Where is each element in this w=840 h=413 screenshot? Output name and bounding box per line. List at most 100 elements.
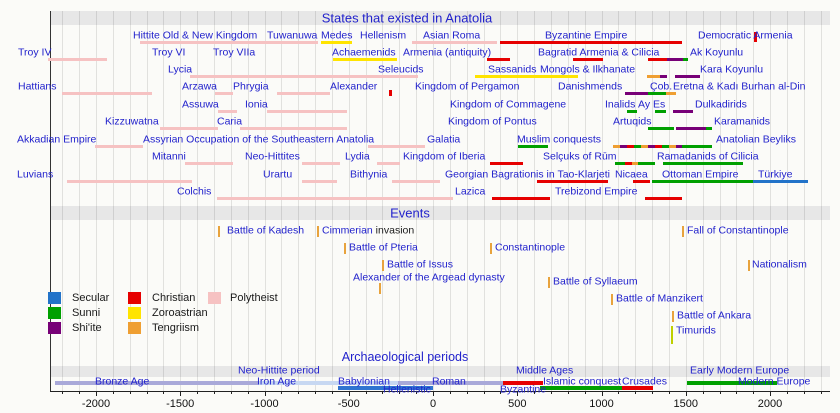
state-label[interactable]: Bagratid Armenia & Cilicia [538, 46, 660, 59]
axis-tick [382, 391, 384, 394]
period-label[interactable]: Early Modern Europe [690, 364, 790, 377]
state-label[interactable]: Hattians [18, 80, 57, 93]
period-label[interactable]: Neo-Hittite period [238, 364, 320, 377]
legend-swatch [48, 307, 61, 319]
state-label[interactable]: Troy VI [152, 46, 186, 59]
state-bar [333, 58, 397, 61]
axis-tick [197, 391, 199, 394]
axis-tick [146, 391, 148, 394]
gridline [433, 11, 434, 391]
state-label[interactable]: Ionia [245, 98, 268, 111]
event-label[interactable]: Constantinople [495, 241, 566, 254]
state-label[interactable]: Selçuks of Rūm [543, 150, 617, 163]
state-label[interactable]: Lycia [168, 63, 193, 76]
state-label[interactable]: Alexander [330, 80, 378, 93]
state-label[interactable]: Troy IV [18, 46, 52, 59]
event-label[interactable]: Nationalism [752, 258, 807, 271]
state-label[interactable]: Arzawa [182, 80, 218, 93]
state-label[interactable]: Medes [321, 29, 353, 42]
period-label[interactable]: Middle Ages [516, 364, 574, 377]
state-label[interactable]: Hittite Old & New Kingdom [133, 29, 258, 42]
state-label[interactable]: Lazica [455, 185, 486, 198]
state-label[interactable]: Kara Koyunlu [700, 63, 764, 76]
state-label[interactable]: Hellenism [360, 29, 407, 42]
event-label[interactable]: Battle of Issus [387, 258, 453, 271]
state-label[interactable]: Anatolian Beyliks [716, 133, 796, 146]
state-label[interactable]: Artuqids [613, 115, 652, 128]
event-label[interactable]: Timurids [676, 324, 716, 337]
state-label[interactable]: Assuwa [182, 98, 219, 111]
gridline [685, 11, 687, 391]
state-label[interactable]: Sassanids [488, 63, 537, 76]
state-label[interactable]: Nicaea [615, 168, 648, 181]
state-label[interactable]: Georgian Bagrationis in Tao-Klarjeti [445, 168, 610, 181]
state-label[interactable]: Assyrian Occupation of the Southeastern … [143, 133, 375, 146]
period-label[interactable]: Byzantine [500, 383, 547, 396]
state-bar [669, 145, 676, 148]
state-label[interactable]: Mongols & Ilkhanate [540, 63, 636, 76]
state-label[interactable]: Mitanni [152, 150, 186, 163]
state-bar [641, 145, 648, 148]
state-label[interactable]: Muslim conquests [517, 133, 602, 146]
state-label[interactable]: Achaemenids [332, 46, 396, 59]
state-label[interactable]: Akkadian Empire [17, 133, 97, 146]
state-label[interactable]: Çob. [650, 80, 673, 93]
event-label[interactable]: Battle of Manzikert [616, 292, 703, 305]
state-label[interactable]: Kizzuwatna [105, 115, 159, 128]
state-label[interactable]: Ottoman Empire [662, 168, 739, 181]
event-label[interactable]: Battle of Pteria [349, 241, 418, 254]
state-label[interactable]: Bithynia [350, 168, 388, 181]
period-label[interactable]: Crusades [622, 375, 667, 388]
period-label[interactable]: Roman [432, 375, 466, 388]
state-label[interactable]: Eretna & Kadı Burhan al-Din [673, 80, 806, 93]
state-label[interactable]: Luvians [17, 168, 54, 181]
period-label[interactable]: Islamic conquest [543, 375, 622, 388]
event-label[interactable]: Alexander of the Argead dynasty [353, 271, 505, 284]
state-label[interactable]: Ay Es [638, 98, 666, 111]
state-label[interactable]: Dulkadirids [695, 98, 747, 111]
state-label[interactable]: Byzantine Empire [545, 29, 628, 42]
state-label[interactable]: Danishmends [558, 80, 623, 93]
state-label[interactable]: Trebizond Empire [555, 185, 638, 198]
state-label[interactable]: Armenia (antiquity) [403, 46, 492, 59]
state-label[interactable]: Kingdom of Iberia [403, 150, 486, 163]
axis-tick [466, 391, 468, 394]
state-label[interactable]: Lydia [345, 150, 370, 163]
period-bar [687, 381, 777, 385]
state-label[interactable]: Galatia [427, 133, 461, 146]
state-label[interactable]: Colchis [177, 185, 212, 198]
state-label[interactable]: Tuwanuwa [267, 29, 318, 42]
period-label[interactable]: Bronze Age [95, 375, 150, 388]
event-label[interactable]: Battle of Syllaeum [553, 275, 638, 288]
event-label[interactable]: Battle of Kadesh [227, 224, 305, 237]
event-label[interactable]: Cimmerian invasion [322, 225, 414, 237]
state-label[interactable]: Troy VIIa [213, 46, 256, 59]
gridline [281, 11, 283, 391]
event-label[interactable]: Battle of Ankara [677, 309, 752, 322]
axis-tick [786, 391, 788, 394]
period-label[interactable]: Babylonian [338, 375, 390, 388]
state-label[interactable]: Karamanids [714, 115, 771, 128]
state-label[interactable]: Kingdom of Commagene [450, 98, 567, 111]
state-label[interactable]: Phrygia [233, 80, 269, 93]
state-label[interactable]: Türkiye [758, 168, 793, 181]
section-title-periods: Archaeological periods [341, 350, 469, 364]
state-label[interactable]: Democratic Armenia [698, 29, 793, 42]
event-label[interactable]: Fall of Constantinople [687, 224, 789, 237]
state-label[interactable]: Caria [217, 115, 243, 128]
period-label[interactable]: Modern Europe [738, 375, 811, 388]
axis-label: 1000 [589, 398, 614, 410]
state-label[interactable]: Neo-Hittites [245, 150, 300, 163]
state-label[interactable]: Kingdom of Pergamon [415, 80, 520, 93]
state-label[interactable]: Ak Koyunlu [690, 46, 744, 59]
axis-tick [230, 391, 232, 394]
state-label[interactable]: Urartu [263, 168, 293, 181]
state-label[interactable]: Ramadanids of Cilicia [657, 150, 759, 163]
state-label[interactable]: Inalids [605, 98, 636, 111]
period-label[interactable]: Hellenistic [383, 383, 431, 396]
state-label[interactable]: Asian Roma [423, 29, 481, 42]
state-label[interactable]: Kingdom of Pontus [448, 115, 537, 128]
period-label[interactable]: Iron Age [257, 375, 297, 388]
state-label[interactable]: Seleucids [378, 63, 424, 76]
